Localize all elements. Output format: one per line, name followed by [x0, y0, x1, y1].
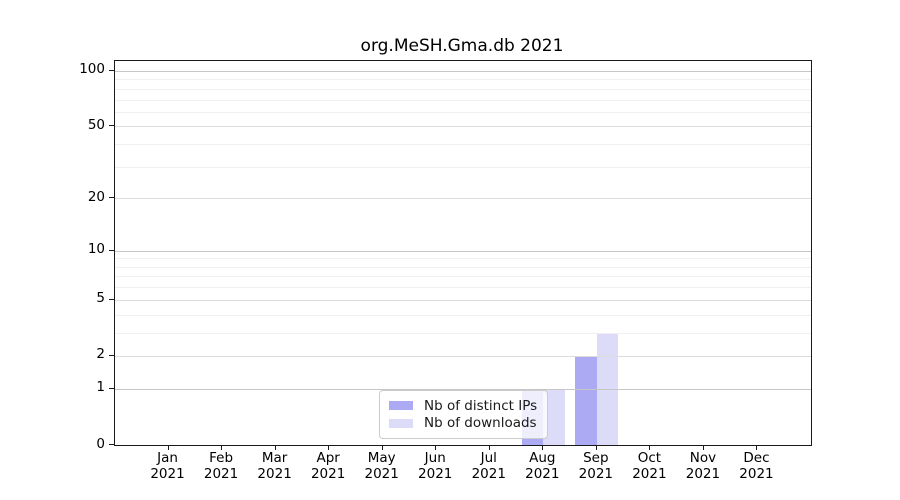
x-tick-label-jun: Jun 2021: [418, 450, 453, 482]
bar-ips-sep: [575, 355, 597, 445]
legend-label-downloads: Nb of downloads: [424, 415, 537, 432]
gridline-y-40: [115, 144, 811, 146]
x-tick-label-feb: Feb 2021: [203, 450, 239, 482]
x-tick-label-nov: Nov 2021: [685, 450, 721, 482]
y-tick-label-0: 0: [96, 435, 105, 452]
y-tick-mark-100: [109, 69, 114, 71]
legend: Nb of distinct IPs Nb of downloads: [379, 390, 548, 439]
x-tick-label-dec: Dec 2021: [739, 450, 774, 482]
x-tick-mark-nov: [702, 445, 704, 450]
x-tick-mark-jun: [435, 445, 437, 450]
x-tick-mark-sep: [595, 445, 597, 450]
x-tick-mark-jan: [167, 445, 169, 450]
x-tick-mark-apr: [328, 445, 330, 450]
y-tick-label-5: 5: [96, 290, 105, 307]
chart-title: org.MeSH.Gma.db 2021: [360, 36, 564, 56]
x-tick-mark-jul: [488, 445, 490, 450]
legend-swatch-distinct-ips: [389, 401, 413, 411]
y-tick-label-2: 2: [96, 346, 105, 363]
gridline-y-100: [115, 70, 811, 72]
legend-swatch-downloads: [389, 418, 413, 428]
legend-item-downloads: Nb of downloads: [389, 415, 538, 433]
gridline-y-2: [115, 355, 811, 357]
y-tick-label-50: 50: [87, 116, 105, 133]
y-tick-label-1: 1: [96, 379, 105, 396]
x-tick-label-apr: Apr 2021: [310, 450, 346, 482]
gridline-y-50: [115, 126, 811, 128]
y-tick-mark-1: [109, 387, 114, 389]
x-tick-mark-may: [381, 445, 383, 450]
y-tick-mark-2: [109, 354, 114, 356]
gridline-y-60: [115, 111, 811, 113]
legend-item-distinct-ips: Nb of distinct IPs: [389, 397, 538, 415]
x-tick-label-jul: Jul 2021: [471, 450, 506, 482]
gridline-y-6: [115, 287, 811, 289]
x-tick-label-jan: Jan 2021: [150, 450, 185, 482]
gridline-y-3: [115, 332, 811, 334]
y-tick-label-20: 20: [87, 188, 105, 205]
gridline-y-9: [115, 258, 811, 260]
y-tick-mark-10: [109, 249, 114, 251]
x-tick-mark-feb: [221, 445, 223, 450]
y-tick-mark-0: [109, 444, 114, 445]
grid-layer: [115, 61, 811, 445]
gridline-y-8: [115, 266, 811, 268]
y-tick-label-100: 100: [79, 61, 105, 78]
y-tick-mark-5: [109, 298, 114, 300]
gridline-y-90: [115, 79, 811, 81]
y-tick-mark-20: [109, 197, 114, 199]
gridline-y-10: [115, 250, 811, 252]
x-tick-label-aug: Aug 2021: [525, 450, 560, 482]
gridline-y-20: [115, 198, 811, 200]
y-tick-mark-50: [109, 125, 114, 127]
gridline-y-30: [115, 166, 811, 168]
gridline-y-70: [115, 99, 811, 101]
x-tick-label-oct: Oct 2021: [632, 450, 667, 482]
x-tick-label-may: May 2021: [364, 450, 399, 482]
x-tick-mark-dec: [756, 445, 758, 450]
gridline-y-1: [115, 388, 811, 390]
x-tick-mark-oct: [649, 445, 651, 450]
gridline-y-7: [115, 276, 811, 278]
x-tick-label-mar: Mar 2021: [257, 450, 292, 482]
x-tick-mark-mar: [274, 445, 276, 450]
gridline-y-5: [115, 299, 811, 301]
x-tick-label-sep: Sep 2021: [578, 450, 614, 482]
legend-label-distinct-ips: Nb of distinct IPs: [424, 397, 538, 414]
plot-area: [114, 60, 812, 446]
bar-downloads-aug: [543, 388, 565, 445]
gridline-y-80: [115, 88, 811, 90]
gridline-y-4: [115, 314, 811, 316]
x-tick-mark-aug: [542, 445, 544, 450]
y-tick-label-10: 10: [87, 241, 105, 258]
